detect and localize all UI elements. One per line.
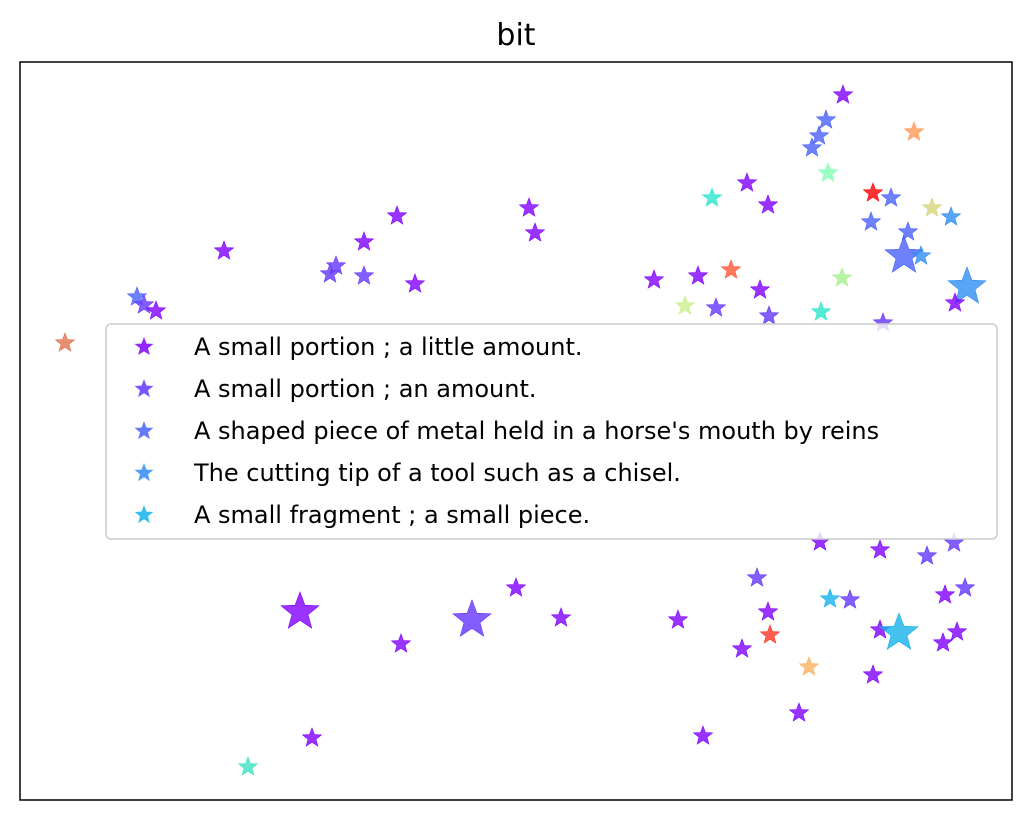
scatter-point: [810, 301, 832, 321]
legend-box: [105, 323, 998, 540]
scatter-point: [643, 269, 665, 289]
scatter-point: [831, 267, 853, 287]
scatter-point: [720, 259, 742, 279]
scatter-point: [518, 197, 540, 217]
scatter-point: [921, 197, 943, 217]
scatter-point: [862, 182, 884, 202]
legend-label: The cutting tip of a tool such as a chis…: [193, 459, 681, 487]
legend-marker: [134, 337, 154, 356]
legend-label: A small portion ; an amount.: [194, 375, 536, 403]
scatter-point: [862, 664, 884, 684]
scatter-point: [301, 727, 323, 747]
scatter-point: [884, 235, 924, 273]
chart-title: bit: [496, 18, 535, 53]
scatter-point: [701, 187, 723, 207]
scatter-point: [325, 255, 347, 275]
scatter-point: [758, 305, 780, 325]
scatter-point: [817, 162, 839, 182]
scatter-point: [880, 187, 902, 207]
scatter-point: [757, 601, 779, 621]
scatter-point: [505, 577, 527, 597]
scatter-point: [801, 137, 823, 157]
scatter-point: [819, 588, 841, 608]
scatter-point: [524, 222, 546, 242]
scatter-point: [280, 591, 320, 629]
scatter-point: [746, 567, 768, 587]
legend-marker: [134, 463, 154, 482]
legend-label: A shaped piece of metal held in a horse'…: [194, 417, 879, 445]
scatter-point: [759, 624, 781, 644]
scatter-point: [832, 84, 854, 104]
scatter-point: [903, 121, 925, 141]
scatter-point: [839, 589, 861, 609]
scatter-point: [798, 656, 820, 676]
scatter-point: [788, 702, 810, 722]
scatter-point: [897, 221, 919, 241]
scatter-point: [731, 638, 753, 658]
scatter-point: [934, 584, 956, 604]
scatter-point: [954, 577, 976, 597]
scatter-point: [692, 725, 714, 745]
scatter-point: [944, 292, 966, 312]
scatter-point: [687, 265, 709, 285]
scatter-point: [932, 632, 954, 652]
scatter-point: [353, 265, 375, 285]
scatter-point: [946, 621, 968, 641]
scatter-point: [757, 194, 779, 214]
legend-label: A small portion ; a little amount.: [194, 333, 583, 361]
legend: A small portion ; a little amount. A smal…: [105, 323, 998, 540]
scatter-point: [916, 545, 938, 565]
scatter-point: [213, 240, 235, 260]
legend-marker: [134, 379, 154, 398]
scatter-point: [749, 279, 771, 299]
scatter-point: [133, 294, 155, 314]
scatter-point: [869, 539, 891, 559]
scatter-point: [452, 599, 492, 637]
legend-marker: [134, 505, 154, 524]
scatter-points: [54, 84, 987, 776]
legend-marker: [134, 421, 154, 440]
scatter-point: [126, 286, 148, 306]
scatter-point: [910, 245, 932, 265]
scatter-point: [860, 211, 882, 231]
scatter-point: [145, 300, 167, 320]
scatter-point: [705, 297, 727, 317]
scatter-point: [550, 607, 572, 627]
scatter-point: [943, 532, 965, 552]
scatter-point: [879, 612, 919, 650]
scatter-point: [667, 609, 689, 629]
legend-label: A small fragment ; a small piece.: [194, 501, 590, 529]
scatter-point: [947, 266, 987, 304]
scatter-point: [815, 109, 837, 129]
scatter-point: [674, 295, 696, 315]
scatter-point: [940, 206, 962, 226]
scatter-point: [808, 125, 830, 145]
scatter-point: [54, 332, 76, 352]
scatter-point: [390, 633, 412, 653]
scatter-point: [736, 172, 758, 192]
scatter-point: [353, 231, 375, 251]
scatter-point: [237, 756, 259, 776]
scatter-point: [319, 263, 341, 283]
scatter-point: [386, 205, 408, 225]
scatter-point: [404, 273, 426, 293]
